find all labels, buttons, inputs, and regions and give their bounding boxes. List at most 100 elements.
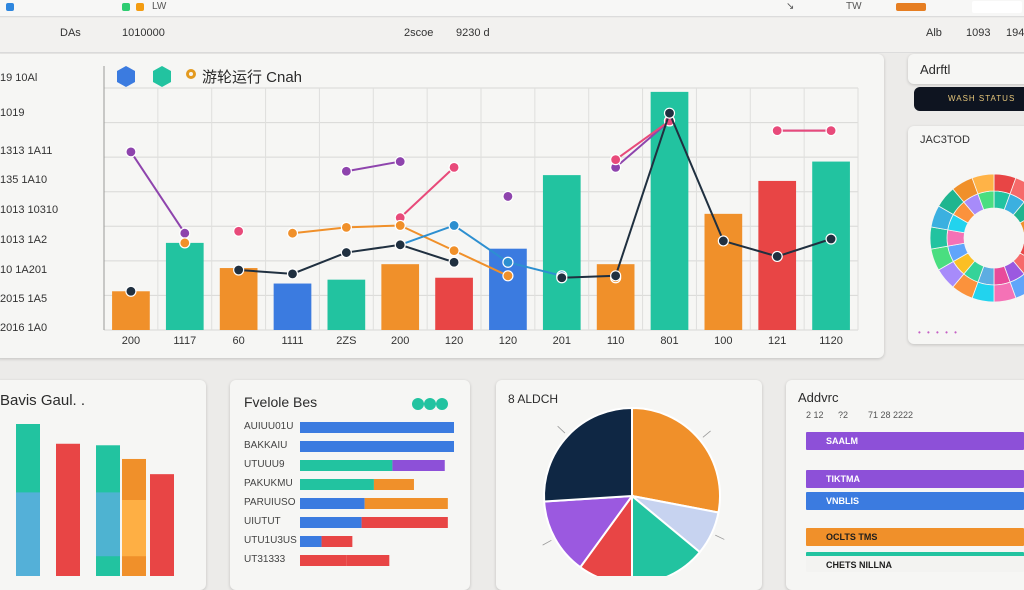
hbar[interactable]	[300, 422, 454, 433]
hbar[interactable]	[300, 517, 362, 528]
x-tick-label: 1111	[273, 335, 313, 347]
series-point[interactable]	[180, 228, 190, 238]
hbar[interactable]	[300, 555, 346, 566]
status-pill[interactable]: SAALM	[806, 432, 1024, 450]
status-pill[interactable]: VNBLIS	[806, 492, 1024, 510]
pie-leader	[543, 540, 552, 545]
x-tick-label: 200	[111, 335, 151, 347]
status-pill[interactable]: TIKTMA	[806, 470, 1024, 488]
bar[interactable]	[274, 284, 312, 330]
hbar-label: UT31333	[244, 554, 300, 565]
hbar[interactable]	[300, 498, 365, 509]
series-point[interactable]	[395, 240, 405, 250]
hbar-label: UIUTUT	[244, 516, 300, 527]
series-point[interactable]	[126, 147, 136, 157]
series-point[interactable]	[341, 248, 351, 258]
bar[interactable]	[328, 280, 366, 330]
hbar-segment[interactable]	[392, 460, 444, 471]
series-point[interactable]	[341, 222, 351, 232]
bar[interactable]	[166, 243, 204, 330]
series-point[interactable]	[503, 191, 513, 201]
x-tick-label: 2ZS	[326, 335, 366, 347]
series-point[interactable]	[234, 265, 244, 275]
hbar-label: AUIUU01U	[244, 421, 300, 432]
series-point[interactable]	[288, 269, 298, 279]
hbar-chart	[300, 414, 460, 576]
hbar-segment[interactable]	[362, 517, 448, 528]
hbar-segment[interactable]	[374, 479, 414, 490]
x-tick-label: 120	[488, 335, 528, 347]
x-tick-label: 1120	[811, 335, 851, 347]
bottom-panel-4-sub-1: 2 12	[806, 410, 824, 420]
series-point[interactable]	[503, 257, 513, 267]
hbar[interactable]	[300, 536, 322, 547]
series-point[interactable]	[288, 228, 298, 238]
series-point[interactable]	[772, 251, 782, 261]
bottom-panel-1-title: Bavis Gaul. .	[0, 392, 85, 409]
series-point[interactable]	[826, 234, 836, 244]
hbar-segment[interactable]	[346, 555, 389, 566]
x-tick-label: 60	[219, 335, 259, 347]
status-pill[interactable]: OCLTS TMS	[806, 528, 1024, 546]
pie-slice[interactable]	[544, 408, 632, 502]
hbar-segment[interactable]	[365, 498, 448, 509]
status-pill-label: OCLTS TMS	[826, 532, 877, 542]
bar[interactable]	[543, 175, 581, 330]
dot-icon-2	[424, 398, 436, 410]
vbar-segment[interactable]	[96, 492, 120, 556]
vbar-segment[interactable]	[122, 500, 146, 556]
series-point[interactable]	[126, 286, 136, 296]
series-point[interactable]	[341, 166, 351, 176]
series-point[interactable]	[772, 126, 782, 136]
vbar-segment[interactable]	[16, 492, 40, 576]
right-panel-title: Adrftl	[920, 62, 950, 77]
bottom-panel-4-sub-2: ?2	[838, 410, 848, 420]
hbar[interactable]	[300, 441, 454, 452]
status-pill-label: VNBLIS	[826, 496, 859, 506]
series-point[interactable]	[449, 257, 459, 267]
series-point[interactable]	[395, 157, 405, 167]
bar[interactable]	[220, 268, 258, 330]
hbar-label: UTUUU9	[244, 459, 300, 470]
bottom-panel-2-dots	[410, 396, 456, 412]
bar[interactable]	[435, 278, 473, 330]
hbar[interactable]	[300, 460, 392, 471]
series-point[interactable]	[449, 246, 459, 256]
bar[interactable]	[112, 291, 150, 330]
dot-icon-3	[436, 398, 448, 410]
x-tick-label: 201	[542, 335, 582, 347]
donut-segment[interactable]	[930, 227, 948, 249]
series-point[interactable]	[826, 126, 836, 136]
series-point[interactable]	[665, 108, 675, 118]
hbar-label: PARUIUSO	[244, 497, 300, 508]
vbar[interactable]	[56, 444, 80, 576]
series-point[interactable]	[503, 271, 513, 281]
pie-leader	[703, 431, 711, 437]
wash-status-button[interactable]: WASH STATUS	[914, 87, 1024, 111]
hbar-segment[interactable]	[322, 536, 353, 547]
pie-slice[interactable]	[632, 408, 720, 512]
series-point[interactable]	[611, 271, 621, 281]
status-pill[interactable]: CHETS NILLNA	[806, 552, 1024, 572]
series-point[interactable]	[611, 155, 621, 165]
donut-chart	[908, 140, 1024, 330]
bar[interactable]	[381, 264, 419, 330]
x-tick-label: 120	[434, 335, 474, 347]
series-point[interactable]	[395, 220, 405, 230]
vbar[interactable]	[150, 474, 174, 576]
series-point[interactable]	[180, 238, 190, 248]
hbar[interactable]	[300, 479, 374, 490]
bar[interactable]	[651, 92, 689, 330]
wash-status-button-label: WASH STATUS	[948, 94, 1015, 103]
pie-chart	[520, 400, 750, 576]
x-tick-label: 1117	[165, 335, 205, 347]
bar[interactable]	[812, 162, 850, 330]
series-point[interactable]	[449, 162, 459, 172]
series-point[interactable]	[234, 226, 244, 236]
series-point[interactable]	[718, 236, 728, 246]
donut-footer: • • • • •	[918, 328, 959, 337]
series-point[interactable]	[449, 220, 459, 230]
series-point[interactable]	[557, 273, 567, 283]
x-tick-label: 110	[596, 335, 636, 347]
bar[interactable]	[705, 214, 743, 330]
